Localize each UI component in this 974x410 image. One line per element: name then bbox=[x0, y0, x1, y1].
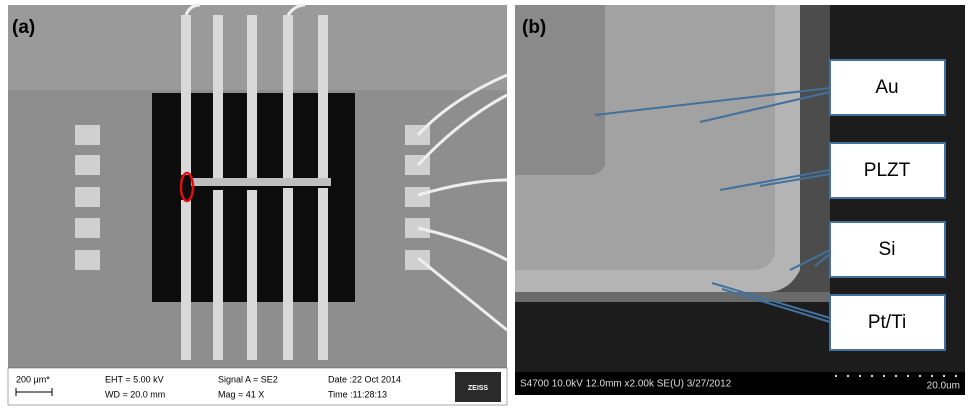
date: Date :22 Oct 2014 bbox=[328, 374, 401, 384]
substrate bbox=[8, 5, 507, 90]
electrode bbox=[283, 15, 293, 180]
info: S4700 10.0kV 12.0mm x2.00k SE(U) 3/27/20… bbox=[520, 379, 732, 390]
pad bbox=[75, 218, 100, 238]
time: Time :11:28:13 bbox=[328, 389, 387, 399]
mag: Mag = 41 X bbox=[218, 389, 264, 399]
pad bbox=[405, 250, 430, 270]
pad bbox=[75, 187, 100, 207]
electrode bbox=[213, 15, 223, 180]
pad bbox=[405, 187, 430, 207]
panel-label: (b) bbox=[522, 17, 546, 38]
panel-a: (a) 200 µm* EHT = 5.00 kV WD = 20.0 mm S… bbox=[8, 5, 507, 405]
bridge bbox=[191, 178, 331, 186]
electrode bbox=[247, 190, 257, 360]
signal: Signal A = SE2 bbox=[218, 374, 278, 384]
electrode bbox=[283, 188, 293, 360]
pad bbox=[75, 155, 100, 175]
brand: ZEISS bbox=[468, 385, 489, 392]
pt-ti-layer bbox=[515, 292, 830, 302]
wd: WD = 20.0 mm bbox=[105, 389, 165, 399]
callout-label: Si bbox=[879, 239, 896, 260]
panel-label: (a) bbox=[12, 17, 35, 38]
panel-b: (b) Au PLZT Si Pt/Ti S4700 10.0kV 12.0mm… bbox=[515, 5, 965, 395]
callout-label: PLZT bbox=[864, 160, 911, 181]
figure: (a) 200 µm* EHT = 5.00 kV WD = 20.0 mm S… bbox=[0, 0, 974, 410]
electrode bbox=[318, 188, 328, 360]
electrode bbox=[213, 190, 223, 360]
callout-label: Au bbox=[875, 77, 898, 98]
pad bbox=[75, 250, 100, 270]
electrode bbox=[181, 200, 191, 360]
pad bbox=[405, 218, 430, 238]
pad bbox=[75, 125, 100, 145]
electrode bbox=[181, 15, 191, 175]
scale-label: 200 µm* bbox=[16, 374, 50, 384]
eht: EHT = 5.00 kV bbox=[105, 374, 164, 384]
callout-label: Pt/Ti bbox=[868, 312, 906, 333]
scale-label: 20.0um bbox=[927, 381, 960, 392]
electrode bbox=[318, 15, 328, 180]
electrode bbox=[247, 15, 257, 185]
